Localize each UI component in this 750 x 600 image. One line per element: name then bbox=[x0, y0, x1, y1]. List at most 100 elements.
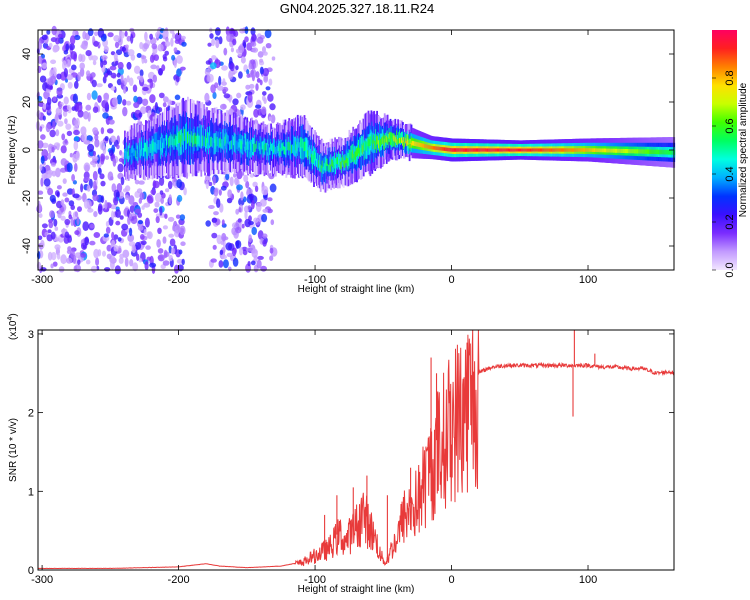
spectrogram-point bbox=[262, 208, 269, 213]
spectrogram-point bbox=[42, 115, 46, 121]
spectrogram-point bbox=[113, 52, 118, 61]
spectrogram-ridge-cell bbox=[190, 131, 193, 143]
spectrogram-point bbox=[248, 63, 252, 70]
spectrogram-ridge-cell bbox=[359, 147, 361, 157]
spectrogram-ridge-cell bbox=[568, 148, 570, 152]
spectrogram-ridge-cell bbox=[512, 148, 515, 152]
spectrogram-point bbox=[66, 249, 71, 254]
spectrogram-point bbox=[156, 239, 161, 248]
spectrogram-ridge-cell bbox=[576, 148, 579, 152]
spectrogram-point bbox=[168, 194, 172, 205]
spectrogram-point bbox=[155, 31, 160, 38]
spectrogram-point bbox=[244, 210, 248, 220]
spectrogram-point bbox=[162, 225, 168, 230]
spectrogram-ridge-cell bbox=[590, 148, 592, 152]
spectrogram-point bbox=[97, 249, 102, 257]
spectrogram-point bbox=[93, 248, 100, 259]
spectrogram-point bbox=[269, 255, 274, 261]
spectrogram-point bbox=[247, 261, 251, 267]
spectrogram-ridge-cell bbox=[332, 159, 335, 168]
spectrogram-point bbox=[83, 162, 91, 172]
spectrogram-ridge-cell bbox=[549, 148, 551, 152]
spectrogram-point bbox=[91, 55, 98, 61]
spectrogram-point bbox=[113, 196, 119, 206]
spectrogram-ridge-cell bbox=[552, 148, 555, 152]
spectrogram-point bbox=[49, 129, 56, 138]
spectrogram-point bbox=[149, 33, 154, 40]
y-tick-label: 1 bbox=[28, 486, 34, 498]
spectrogram-point bbox=[165, 188, 170, 193]
spectrogram-point bbox=[243, 41, 247, 49]
spectrogram-point bbox=[143, 228, 147, 236]
spectrogram-ridge-cell bbox=[561, 148, 564, 152]
spectrogram-ridge-cell bbox=[551, 148, 553, 152]
spectrogram-point bbox=[83, 110, 89, 120]
spectrogram-point bbox=[138, 225, 144, 231]
spectrogram-ridge-cell bbox=[326, 158, 329, 166]
spectrogram-point bbox=[137, 220, 143, 225]
spectrogram-point bbox=[107, 171, 114, 181]
colorbar-label: Normalized spectral amplitude bbox=[738, 82, 749, 217]
spectrogram-ridge-cell bbox=[288, 141, 291, 151]
spectrogram-point bbox=[134, 241, 142, 250]
spectrogram-ridge-cell bbox=[202, 135, 205, 146]
spectrogram-point bbox=[172, 32, 176, 39]
spectrogram-point bbox=[127, 233, 135, 243]
spectrogram-ridge-cell bbox=[666, 149, 669, 155]
spectrogram-ridge-cell bbox=[450, 148, 453, 152]
spectrogram-ridge-cell bbox=[231, 136, 234, 146]
spectrogram-point bbox=[176, 68, 182, 77]
spectrogram-point bbox=[56, 87, 63, 97]
spectrogram-point bbox=[215, 38, 220, 49]
spectrogram-point bbox=[85, 70, 91, 77]
spectrogram-point bbox=[237, 218, 242, 223]
spectrogram-point bbox=[120, 31, 125, 39]
spectrogram-point bbox=[232, 257, 239, 267]
x-tick-label: -300 bbox=[31, 574, 53, 586]
spectrogram-ridge-cell bbox=[393, 135, 396, 142]
spectrogram-point bbox=[159, 176, 165, 187]
spectrogram-ridge-cell bbox=[405, 134, 408, 146]
spectrogram-ridge-cell bbox=[427, 144, 430, 149]
colorbar: 0.0 0.2 0.4 0.6 0.8 Normalized spectral ampl… bbox=[712, 30, 749, 278]
spectrogram-ridge-cell bbox=[399, 137, 401, 144]
spectrogram-ridge-cell bbox=[305, 144, 308, 154]
spectrogram-point bbox=[111, 231, 115, 240]
spectrogram-point bbox=[222, 236, 229, 241]
spectrogram-point bbox=[236, 92, 242, 99]
spectrogram-point bbox=[107, 32, 114, 38]
spectrogram-point bbox=[93, 232, 101, 238]
spectrogram-ridge-cell bbox=[396, 130, 399, 143]
spectrogram-point bbox=[262, 91, 267, 96]
spectrogram-point bbox=[211, 232, 218, 239]
spectrogram-point bbox=[268, 78, 273, 86]
spectrogram-point bbox=[70, 204, 75, 210]
spectrogram-point bbox=[245, 84, 251, 90]
spectrogram-ridge-cell bbox=[310, 148, 313, 158]
spectrogram-ridge-cell bbox=[640, 149, 643, 154]
spectrogram-point bbox=[105, 221, 110, 227]
spectrogram-point bbox=[70, 51, 77, 60]
spectrogram-ridge-cell bbox=[572, 148, 574, 152]
spectrogram-ridge-cell bbox=[664, 149, 667, 155]
spectrogram-ridge-cell bbox=[307, 140, 310, 160]
spectrogram-ridge-cell bbox=[167, 137, 170, 149]
spectrogram-point bbox=[263, 51, 268, 56]
spectrogram-x-ticks: -300 -200 -100 0 100 bbox=[31, 30, 597, 286]
spectrogram-point bbox=[245, 180, 250, 189]
spectrogram-point bbox=[66, 130, 73, 137]
spectrogram-point bbox=[211, 217, 218, 223]
spectrogram-point bbox=[72, 153, 78, 163]
spectrogram-point bbox=[239, 28, 246, 34]
spectrogram-ridge-cell bbox=[146, 147, 149, 157]
spectrogram-point bbox=[176, 55, 183, 64]
spectrogram-point bbox=[115, 191, 120, 199]
spectrogram-ridge-cell bbox=[243, 139, 246, 149]
spectrogram-point bbox=[56, 191, 60, 198]
spectrogram-point bbox=[94, 31, 99, 37]
spectrogram-ridge-cell bbox=[607, 148, 610, 153]
spectrogram-point bbox=[241, 223, 245, 229]
spectrogram-ridge-cell bbox=[223, 141, 226, 151]
spectrogram-ridge-cell bbox=[189, 134, 192, 147]
spectrogram-ridge-cell bbox=[152, 140, 155, 150]
